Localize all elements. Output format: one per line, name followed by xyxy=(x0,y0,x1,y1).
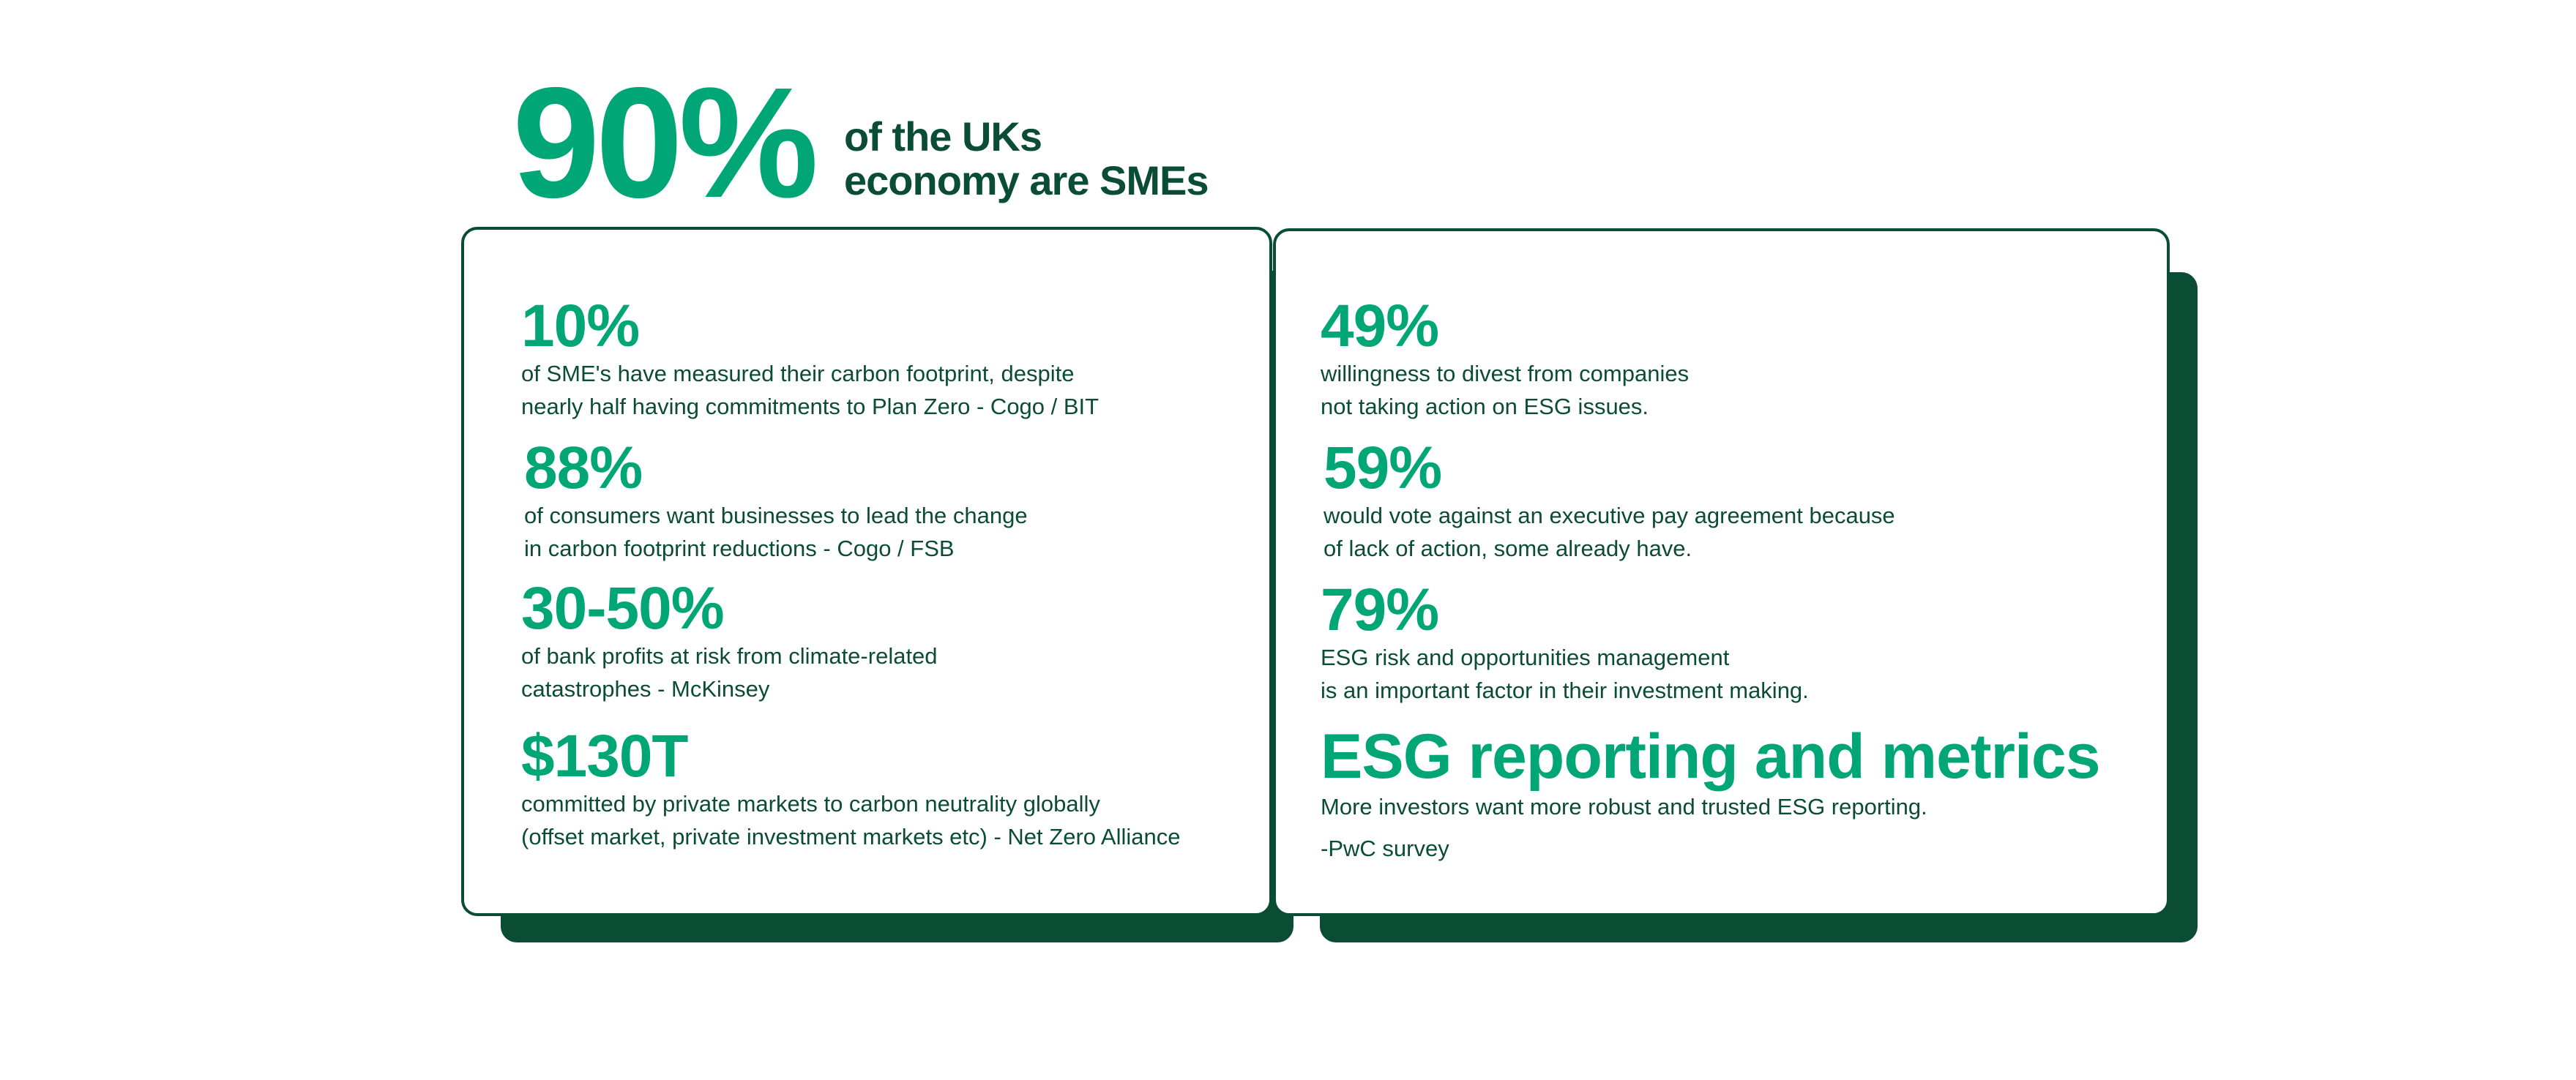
stat-block: 10% of SME's have measured their carbon … xyxy=(521,296,1099,423)
stat-value: 59% xyxy=(1324,435,1442,501)
stat-block: 49% willingness to divest from companies… xyxy=(1321,296,1689,423)
stat-value: 30-50% xyxy=(521,575,725,642)
stat-value: 10% xyxy=(521,293,640,359)
stat-description-line: in carbon footprint reductions - Cogo / … xyxy=(524,536,955,561)
stat-description-line: is an important factor in their investme… xyxy=(1321,678,1809,703)
stat-description-line: willingness to divest from companies xyxy=(1321,361,1690,386)
stat-description-line: not taking action on ESG issues. xyxy=(1321,394,1649,419)
stat-block: 79% ESG risk and opportunities managemen… xyxy=(1321,580,1809,707)
stat-description-line: of SME's have measured their carbon foot… xyxy=(521,361,1075,386)
stat-block: 88% of consumers want businesses to lead… xyxy=(524,438,1028,565)
stat-value: 79% xyxy=(1321,577,1439,643)
stat-description-line: of consumers want businesses to lead the… xyxy=(524,503,1028,528)
right-stats-card: 49% willingness to divest from companies… xyxy=(1273,228,2170,916)
esg-source: -PwC survey xyxy=(1321,836,1449,861)
stat-description-line: of lack of action, some already have. xyxy=(1324,536,1692,561)
stat-description-line: (offset market, private investment marke… xyxy=(521,824,1181,850)
stat-description-line: nearly half having commitments to Plan Z… xyxy=(521,394,1100,419)
headline-subtitle-line-1: of the UKs xyxy=(844,113,1042,160)
stat-description-line: of bank profits at risk from climate-rel… xyxy=(521,643,938,669)
left-stats-card: 10% of SME's have measured their carbon … xyxy=(461,227,1272,916)
stat-block: $130T committed by private markets to ca… xyxy=(521,726,1180,853)
stat-value: 88% xyxy=(524,435,643,501)
esg-description: More investors want more robust and trus… xyxy=(1321,794,1927,820)
stat-description-line: ESG risk and opportunities management xyxy=(1321,645,1730,670)
headline-percentage: 90% xyxy=(512,54,818,230)
headline-subtitle-line-2: economy are SMEs xyxy=(844,157,1209,203)
stat-description-line: would vote against an executive pay agre… xyxy=(1324,503,1895,528)
stat-block: 30-50% of bank profits at risk from clim… xyxy=(521,578,938,705)
stat-block: 59% would vote against an executive pay … xyxy=(1324,438,1895,565)
stat-value: 49% xyxy=(1321,293,1439,359)
esg-title: ESG reporting and metrics xyxy=(1321,721,2101,792)
headline-subtitle: of the UKs economy are SMEs xyxy=(844,115,1209,203)
stat-description-line: committed by private markets to carbon n… xyxy=(521,791,1100,817)
esg-block: ESG reporting and metrics More investors… xyxy=(1321,721,2101,865)
stat-description-line: catastrophes - McKinsey xyxy=(521,676,770,702)
stat-value: $130T xyxy=(521,723,689,790)
